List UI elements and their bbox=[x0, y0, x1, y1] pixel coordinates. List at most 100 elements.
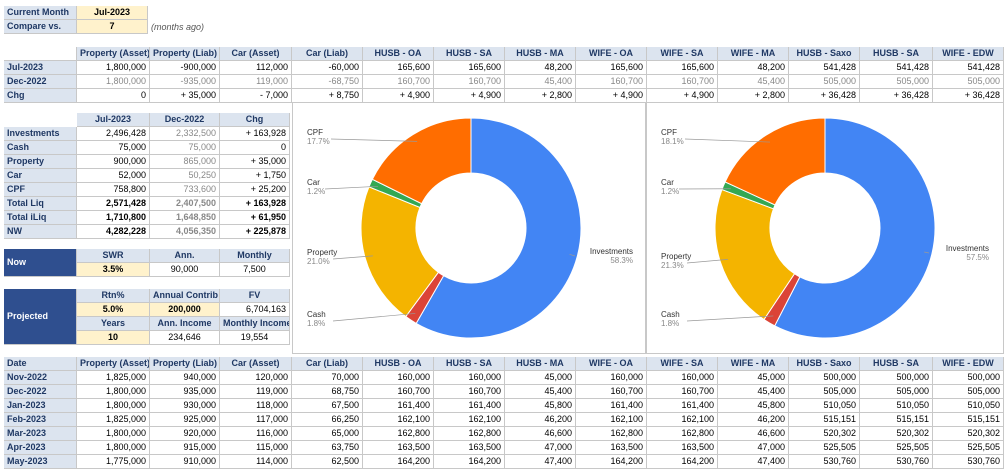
history-header-cell: HUSB - MA bbox=[505, 357, 576, 371]
projected-value-cell[interactable]: 200,000 bbox=[150, 303, 220, 317]
history-cell: 530,760 bbox=[860, 455, 933, 469]
compare-header-cell: HUSB - Saxo bbox=[789, 47, 860, 61]
history-cell: 162,800 bbox=[363, 427, 434, 441]
history-cell: 164,200 bbox=[576, 455, 647, 469]
summary-cell: 865,000 bbox=[150, 155, 220, 169]
summary-cell: 733,600 bbox=[150, 183, 220, 197]
summary-cell: 50,250 bbox=[150, 169, 220, 183]
history-cell: 160,000 bbox=[647, 371, 718, 385]
history-cell: 114,000 bbox=[220, 455, 292, 469]
summary-cell: 4,282,228 bbox=[77, 225, 150, 239]
projected-value-cell[interactable]: 5.0% bbox=[77, 303, 150, 317]
compare-cell: 160,700 bbox=[434, 75, 505, 89]
compare-cell: + 4,900 bbox=[363, 89, 434, 103]
now-header-cell: SWR bbox=[77, 249, 150, 263]
history-cell: 45,000 bbox=[505, 371, 576, 385]
projected-header-cell: FV bbox=[220, 289, 290, 303]
summary-row-label: Total Liq bbox=[4, 197, 77, 211]
compare-cell: 1,800,000 bbox=[77, 61, 150, 75]
history-cell: 940,000 bbox=[150, 371, 220, 385]
now-value-cell[interactable]: 3.5% bbox=[77, 263, 150, 277]
summary-cell: + 163,928 bbox=[220, 127, 290, 141]
history-cell: 163,500 bbox=[647, 441, 718, 455]
history-cell: 70,000 bbox=[292, 371, 363, 385]
slice-label: Car bbox=[661, 178, 674, 187]
history-header-cell: Date bbox=[4, 357, 77, 371]
history-cell: 925,000 bbox=[150, 413, 220, 427]
history-cell: 67,500 bbox=[292, 399, 363, 413]
donut-chart-compare: Investments57.5%Cash1.8%Property21.3%Car… bbox=[647, 103, 1003, 353]
summary-row-label: Cash bbox=[4, 141, 77, 155]
projected-header-cell: Ann. Income bbox=[150, 317, 220, 331]
history-header-cell: Car (Liab) bbox=[292, 357, 363, 371]
compare-cell: + 2,800 bbox=[718, 89, 789, 103]
compare-cell: 0 bbox=[77, 89, 150, 103]
summary-cell: + 225,878 bbox=[220, 225, 290, 239]
summary-cell: + 1,750 bbox=[220, 169, 290, 183]
history-row-label: Jan-2023 bbox=[4, 399, 77, 413]
current-month-input[interactable]: Jul-2023 bbox=[77, 6, 148, 20]
history-cell: 47,400 bbox=[505, 455, 576, 469]
history-cell: 160,700 bbox=[576, 385, 647, 399]
compare-cell: 541,428 bbox=[789, 61, 860, 75]
history-cell: 510,050 bbox=[933, 399, 1004, 413]
summary-cell: 75,000 bbox=[150, 141, 220, 155]
slice-label: Investments bbox=[590, 247, 633, 256]
history-cell: 505,000 bbox=[860, 385, 933, 399]
history-cell: 530,760 bbox=[933, 455, 1004, 469]
compare-header-cell: Car (Asset) bbox=[220, 47, 292, 61]
history-header-cell: Property (Asset) bbox=[77, 357, 150, 371]
history-cell: 163,500 bbox=[576, 441, 647, 455]
history-cell: 46,200 bbox=[718, 413, 789, 427]
compare-cell: 160,700 bbox=[363, 75, 434, 89]
compare-row-label: Jul-2023 bbox=[4, 61, 77, 75]
compare-header-cell: Property (Liab) bbox=[150, 47, 220, 61]
projected-header-cell: Rtn% bbox=[77, 289, 150, 303]
projected-value-cell: 19,554 bbox=[220, 331, 290, 345]
history-cell: 500,000 bbox=[860, 371, 933, 385]
compare-row-label: Dec-2022 bbox=[4, 75, 77, 89]
summary-cell: 900,000 bbox=[77, 155, 150, 169]
summary-header-cell: Chg bbox=[220, 113, 290, 127]
slice-percent: 21.0% bbox=[307, 257, 330, 266]
history-cell: 910,000 bbox=[150, 455, 220, 469]
projected-value-cell[interactable]: 10 bbox=[77, 331, 150, 345]
projected-value-cell: 234,646 bbox=[150, 331, 220, 345]
history-cell: 164,200 bbox=[647, 455, 718, 469]
summary-cell: 1,710,800 bbox=[77, 211, 150, 225]
slice-label: Cash bbox=[307, 310, 326, 319]
slice-percent: 21.3% bbox=[661, 261, 684, 270]
history-cell: 920,000 bbox=[150, 427, 220, 441]
history-cell: 915,000 bbox=[150, 441, 220, 455]
compare-cell: 48,200 bbox=[505, 61, 576, 75]
history-cell: 120,000 bbox=[220, 371, 292, 385]
slice-label: Car bbox=[307, 178, 320, 187]
history-cell: 117,000 bbox=[220, 413, 292, 427]
summary-cell: + 61,950 bbox=[220, 211, 290, 225]
slice-percent: 17.7% bbox=[307, 137, 330, 146]
history-header-cell: Property (Liab) bbox=[150, 357, 220, 371]
now-value-cell: 90,000 bbox=[150, 263, 220, 277]
slice-label: CPF bbox=[307, 128, 323, 137]
current-month-label: Current Month bbox=[4, 6, 77, 20]
compare-months-input[interactable]: 7 bbox=[77, 20, 148, 34]
slice-label: Property bbox=[661, 252, 691, 261]
history-header-cell: WIFE - OA bbox=[576, 357, 647, 371]
projected-header-cell: Monthly Income bbox=[220, 317, 290, 331]
history-cell: 46,200 bbox=[505, 413, 576, 427]
summary-row-label: Investments bbox=[4, 127, 77, 141]
history-row-label: Apr-2023 bbox=[4, 441, 77, 455]
summary-cell: 2,332,500 bbox=[150, 127, 220, 141]
slice-percent: 1.8% bbox=[661, 319, 679, 328]
history-cell: 930,000 bbox=[150, 399, 220, 413]
history-cell: 68,750 bbox=[292, 385, 363, 399]
history-header-cell: HUSB - OA bbox=[363, 357, 434, 371]
history-cell: 163,500 bbox=[363, 441, 434, 455]
compare-cell: 165,600 bbox=[576, 61, 647, 75]
compare-cell: 505,000 bbox=[789, 75, 860, 89]
history-cell: 1,800,000 bbox=[77, 385, 150, 399]
compare-header-cell: WIFE - OA bbox=[576, 47, 647, 61]
slice-percent: 1.2% bbox=[307, 187, 325, 196]
history-cell: 160,000 bbox=[363, 371, 434, 385]
summary-row-label: CPF bbox=[4, 183, 77, 197]
